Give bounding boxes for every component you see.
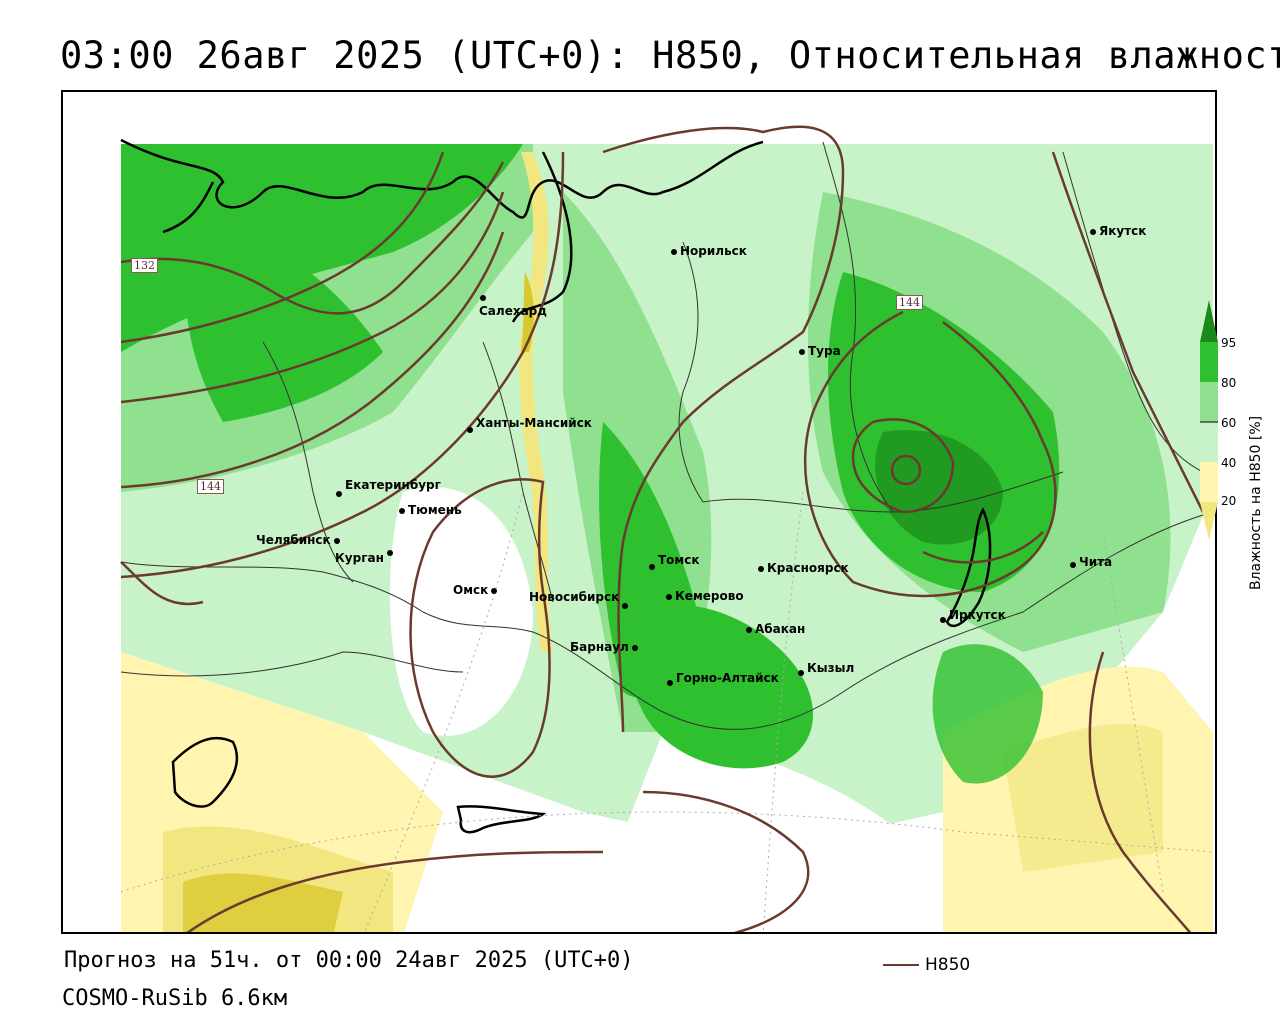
city-label: Иркутск [949, 608, 1006, 622]
city-yakutsk: Якутск [1090, 224, 1146, 238]
city-krasnoyarsk: Красноярск [758, 561, 849, 575]
isoline-label: 144 [896, 295, 923, 310]
city-label: Норильск [680, 244, 747, 258]
city-dot [667, 679, 673, 686]
colorbar-tick: 80 [1221, 376, 1237, 390]
city-label: Ханты-Мансийск [476, 416, 592, 430]
city-dot [399, 507, 405, 514]
isoline-label: 132 [131, 258, 158, 273]
city-norilsk: Норильск [671, 244, 747, 258]
colorbar-title: Влажность на H850 [%] [1248, 415, 1264, 590]
city-dot [649, 563, 655, 570]
city-label: Тура [808, 344, 841, 358]
city-kurgan: Курган [335, 545, 396, 565]
city-salekhard: Салехард [479, 290, 557, 318]
city-tura: Тура [799, 344, 841, 358]
city-label: Абакан [755, 622, 806, 636]
humidity-map [120, 125, 1214, 932]
city-dot [491, 587, 498, 594]
city-dot [1070, 561, 1076, 568]
city-label: Екатеринбург [345, 478, 441, 492]
city-dot [798, 669, 804, 676]
city-label: Омск [453, 583, 489, 597]
city-label: Якутск [1099, 224, 1147, 238]
map-area: 132 144 144 Якутск Норильск Салехард Тур… [61, 90, 1217, 934]
colorbar-tick: 40 [1221, 456, 1237, 470]
city-abakan: Абакан [746, 622, 805, 636]
city-label: Челябинск [256, 533, 331, 547]
city-dot [799, 348, 805, 355]
city-label: Новосибирск [529, 590, 620, 604]
city-dot [671, 248, 677, 255]
page-title: 03:00 26авг 2025 (UTC+0): H850, Относите… [60, 34, 1280, 77]
city-dot [480, 294, 486, 301]
city-label: Чита [1079, 555, 1113, 569]
city-label: Томск [658, 553, 700, 567]
city-dot [746, 626, 752, 633]
city-gorno-altaysk: Горно-Алтайск [667, 671, 779, 689]
city-barnaul: Барнаул [570, 640, 641, 654]
city-dot [336, 490, 342, 497]
city-novosibirsk: Новосибирск [529, 590, 631, 609]
model-name: COSMO-RuSib 6.6км [62, 986, 288, 1011]
city-label: Тюмень [408, 503, 462, 517]
city-label: Салехард [479, 304, 547, 318]
city-label: Кемерово [675, 589, 744, 603]
city-dot [386, 549, 393, 556]
city-kemerovo: Кемерово [666, 589, 744, 603]
colorbar-tick: 60 [1221, 416, 1237, 430]
city-yekaterinburg: Екатеринбург [336, 478, 441, 500]
city-dot [333, 537, 340, 544]
colorbar-tick: 95 [1221, 336, 1237, 350]
city-dot [631, 644, 638, 651]
city-label: Курган [335, 551, 384, 565]
city-dot [940, 616, 946, 623]
city-omsk: Омск [453, 583, 500, 597]
city-tomsk: Томск [649, 553, 700, 573]
city-dot [467, 426, 473, 433]
isoline-legend-label: H850 [925, 955, 971, 975]
city-tyumen: Тюмень [399, 503, 462, 517]
city-dot [622, 602, 629, 609]
city-irkutsk: Иркутск [940, 608, 1006, 626]
city-dot [666, 593, 672, 600]
colorbar [1200, 300, 1218, 540]
city-label: Кызыл [807, 661, 855, 675]
city-chita: Чита [1070, 555, 1113, 571]
city-label: Горно-Алтайск [676, 671, 779, 685]
colorbar-swatches [1200, 300, 1218, 540]
forecast-info: Прогноз на 51ч. от 00:00 24авг 2025 (UTC… [64, 948, 634, 973]
city-dot [758, 565, 764, 572]
colorbar-tick: 20 [1221, 494, 1237, 508]
city-chelyabinsk: Челябинск [256, 533, 343, 547]
city-dot [1090, 228, 1096, 235]
city-kyzyl: Кызыл [798, 661, 854, 679]
city-khanty-mansiysk: Ханты-Мансийск [467, 416, 592, 436]
city-label: Барнаул [570, 640, 629, 654]
isoline-label: 144 [197, 479, 224, 494]
city-label: Красноярск [767, 561, 849, 575]
isoline-legend-swatch [883, 964, 919, 966]
